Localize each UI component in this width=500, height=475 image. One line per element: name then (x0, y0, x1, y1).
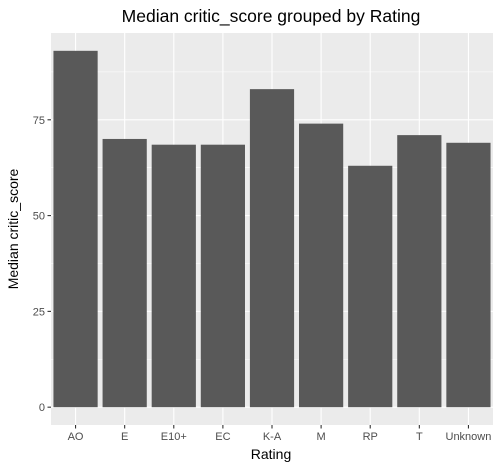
bar-ec (200, 144, 245, 408)
bar-k-a (249, 89, 295, 408)
x-tick-label: T (416, 431, 423, 443)
x-tick-label: Unknown (446, 431, 492, 443)
bars (53, 50, 491, 408)
x-tick-label: M (317, 431, 326, 443)
bar-unknown (446, 142, 491, 408)
x-axis-title: Rating (251, 446, 291, 462)
axes: 0 25 50 75 AO E E10+ EC K-A M RP T Unknown (33, 115, 492, 443)
y-tick-label: 0 (39, 402, 45, 414)
bar-t (397, 135, 442, 408)
x-tick-label: RP (363, 431, 378, 443)
y-tick-label: 50 (33, 211, 45, 223)
chart-title: Median critic_score grouped by Rating (122, 6, 421, 27)
x-tick-label: E (121, 431, 128, 443)
x-tick-label: EC (215, 431, 230, 443)
bar-e10- (151, 144, 196, 408)
x-tick-label: AO (68, 431, 84, 443)
y-tick-label: 75 (33, 115, 45, 127)
bar-e (102, 138, 147, 408)
x-tick-label: K-A (263, 431, 282, 443)
bar-m (299, 123, 344, 408)
y-axis-title: Median critic_score (5, 168, 21, 289)
y-tick-label: 25 (33, 306, 45, 318)
bar-rp (348, 165, 393, 408)
bar-ao (53, 50, 98, 408)
x-tick-label: E10+ (161, 431, 187, 443)
